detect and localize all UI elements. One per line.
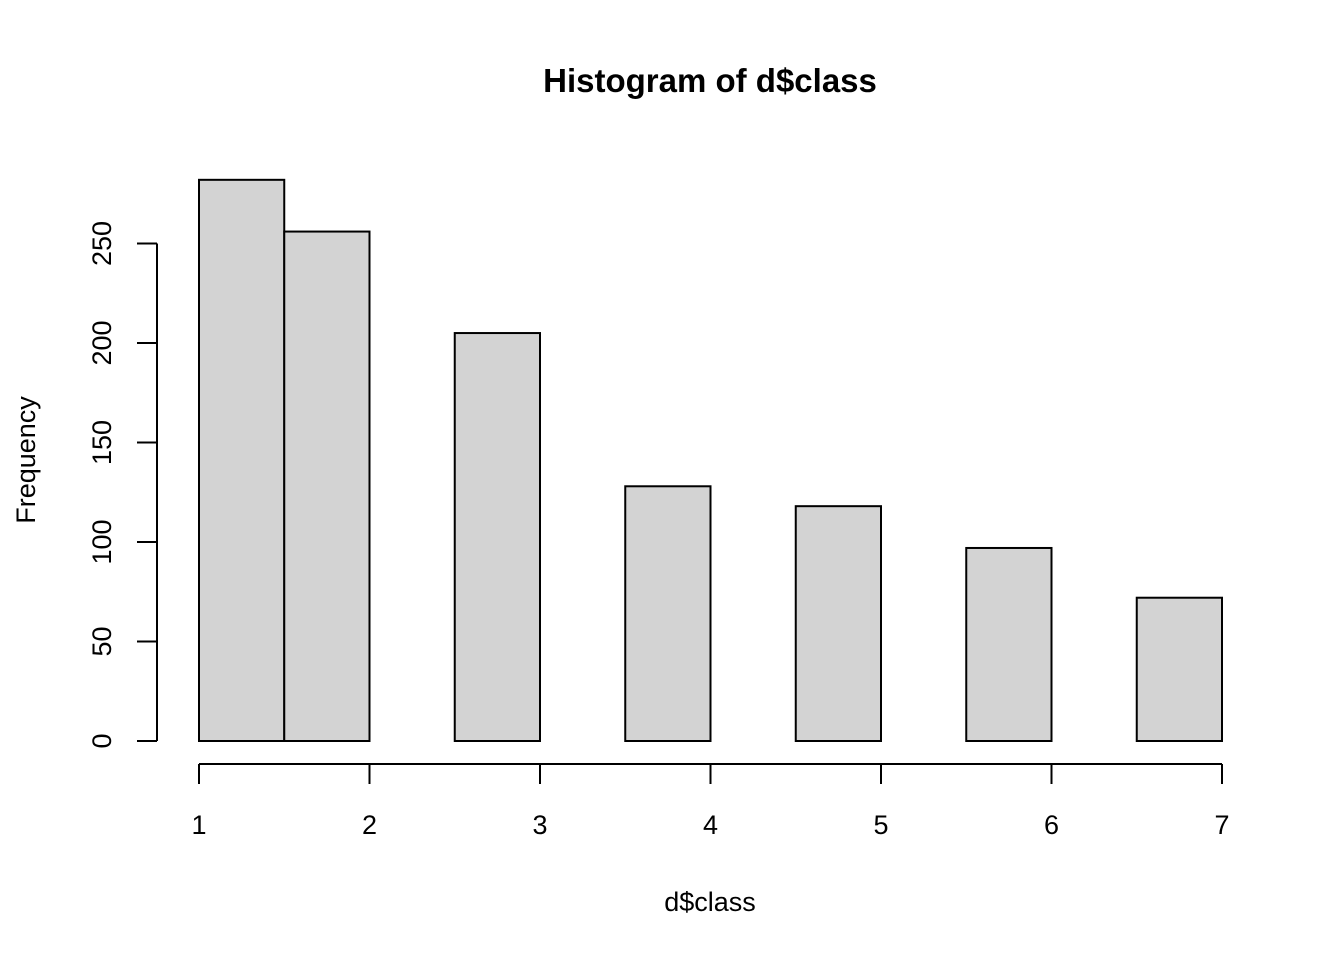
y-tick-label: 100 xyxy=(87,519,117,564)
x-tick-label: 5 xyxy=(873,810,888,840)
x-tick-label: 1 xyxy=(191,810,206,840)
y-axis: 0 50 100 150 200 250 xyxy=(87,221,158,749)
y-tick-label: 250 xyxy=(87,221,117,266)
chart-title: Histogram of d$class xyxy=(543,62,877,99)
y-tick-label: 0 xyxy=(87,733,117,748)
histogram-bar xyxy=(283,230,371,742)
histogram-bar xyxy=(1135,596,1223,742)
x-axis-label: d$class xyxy=(664,887,756,917)
x-tick-label: 2 xyxy=(362,810,377,840)
y-tick-label: 50 xyxy=(87,626,117,656)
bars-group xyxy=(198,178,1223,742)
histogram-bar xyxy=(453,332,541,742)
histogram-bar xyxy=(624,485,712,742)
y-tick-label: 200 xyxy=(87,320,117,365)
x-axis: 1 2 3 4 5 6 7 xyxy=(191,763,1230,840)
y-tick-label: 150 xyxy=(87,420,117,465)
x-tick-label: 6 xyxy=(1044,810,1059,840)
y-axis-label: Frequency xyxy=(11,396,41,524)
x-tick-label: 7 xyxy=(1214,810,1229,840)
histogram-bar xyxy=(794,505,882,742)
histogram-bar xyxy=(965,546,1053,742)
histogram-bar xyxy=(198,178,286,742)
x-tick-label: 3 xyxy=(532,810,547,840)
x-tick-label: 4 xyxy=(703,810,718,840)
